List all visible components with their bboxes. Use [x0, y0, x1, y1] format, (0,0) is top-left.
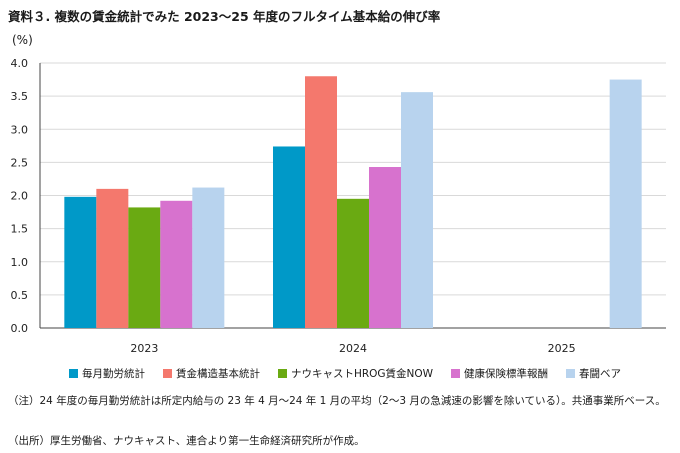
footnote-source: （出所）厚生労働省、ナウキャスト、連合より第一生命経済研究所が作成。: [8, 435, 365, 447]
x-axis-ticks: 2023 2024 2025: [130, 342, 575, 355]
y-tick-label: 2.5: [11, 156, 29, 169]
legend-label: 春闘ベア: [579, 368, 622, 380]
bar-2023-series-4: [192, 187, 225, 328]
legend-swatch: [451, 369, 461, 378]
bar-2025-series-4: [609, 79, 642, 328]
legend: 毎月勤労統計 賃金構造基本統計 ナウキャストHROG賃金NOW 健康保険標準報酬 春闘ベ…: [30, 366, 660, 381]
bar-2023-series-3: [160, 200, 193, 328]
y-tick-label: 1.5: [11, 223, 29, 236]
legend-label: ナウキャストHROG賃金NOW: [290, 368, 434, 380]
y-tick-label: 2.0: [11, 190, 29, 203]
legend-item: 毎月勤労統計: [68, 366, 145, 381]
legend-label: 毎月勤労統計: [81, 368, 145, 380]
legend-swatch: [566, 369, 576, 378]
bar-2024-series-4: [401, 92, 433, 329]
legend-swatch: [68, 369, 78, 378]
x-tick-label: 2024: [339, 342, 367, 355]
bar-2024-series-2: [337, 198, 369, 328]
bars: [64, 76, 642, 329]
y-axis-unit-label: (%): [12, 33, 33, 47]
legend-label: 賃金構造基本統計: [175, 368, 260, 380]
y-tick-label: 4.0: [11, 57, 29, 70]
bar-2024-series-3: [369, 167, 401, 328]
legend-item: 春闘ベア: [566, 366, 621, 381]
footnote-note: （注）24 年度の毎月勤労統計は所定内給与の 23 年 4 月〜24 年 1 月…: [8, 395, 666, 407]
y-tick-label: 3.5: [11, 90, 29, 103]
bar-2023-series-2: [128, 207, 161, 328]
bar-2023-series-1: [96, 188, 129, 328]
y-tick-label: 3.0: [11, 123, 29, 136]
y-tick-label: 0.5: [11, 289, 29, 302]
legend-swatch: [277, 369, 287, 378]
legend-swatch: [162, 369, 172, 378]
bar-2024-series-1: [305, 76, 337, 328]
chart-title: 資料３. 複数の賃金統計でみた 2023〜25 年度のフルタイム基本給の伸び率: [8, 9, 441, 24]
bar-2024-series-0: [273, 146, 305, 328]
legend-item: 賃金構造基本統計: [162, 366, 260, 381]
legend-item: 健康保険標準報酬: [451, 366, 548, 381]
y-axis-ticks: 0.0 0.5 1.0 1.5 2.0 2.5 3.0 3.5 4.0: [11, 57, 29, 335]
x-tick-label: 2023: [130, 342, 158, 355]
legend-item: ナウキャストHROG賃金NOW: [277, 366, 434, 381]
y-tick-label: 0.0: [11, 322, 29, 335]
bar-chart: 0.0 0.5 1.0 1.5 2.0 2.5 3.0 3.5 4.0 2023 2024 2025: [11, 57, 666, 355]
y-tick-label: 1.0: [11, 256, 29, 269]
x-tick-label: 2025: [548, 342, 576, 355]
bar-2023-series-0: [64, 196, 97, 328]
legend-label: 健康保険標準報酬: [464, 368, 549, 380]
